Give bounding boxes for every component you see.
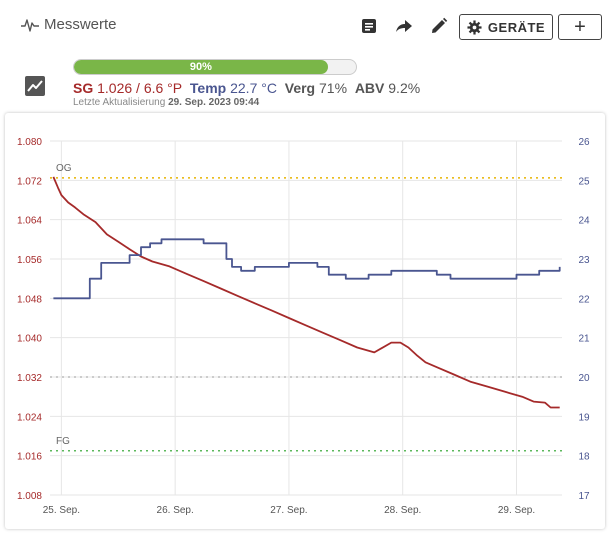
y-right-tick-label: 23: [578, 255, 590, 266]
last-update: Letzte Aktualisierung 29. Sep. 2023 09:4…: [73, 97, 259, 108]
y-right-tick-label: 21: [578, 334, 590, 345]
readings-row: SG 1.026 / 6.6 °P Temp 22.7 °C Verg 71% …: [73, 80, 420, 96]
reference-line-label: FG: [56, 436, 70, 447]
share-icon[interactable]: [395, 17, 413, 35]
progress-text: 90%: [189, 61, 212, 73]
devices-button[interactable]: GERÄTE: [459, 14, 553, 40]
plus-icon: +: [574, 16, 586, 38]
sg-label: SG: [73, 80, 94, 96]
reference-line-label: OG: [56, 163, 72, 174]
y-left-tick-label: 1.040: [17, 334, 42, 345]
x-tick-label: 25. Sep.: [43, 505, 80, 516]
x-tick-label: 26. Sep.: [157, 505, 194, 516]
y-right-tick-label: 17: [578, 491, 590, 502]
fermentation-progress-bar: 90%: [73, 59, 357, 75]
devices-label: GERÄTE: [487, 19, 546, 35]
page-title: Messwerte: [44, 16, 117, 33]
progress-fill: 90%: [74, 60, 328, 74]
abv-label: ABV: [354, 80, 385, 96]
gear-icon: [467, 19, 482, 35]
y-right-tick-label: 18: [578, 452, 590, 463]
summary-panel: 90% SG 1.026 / 6.6 °P Temp 22.7 °C Verg …: [0, 55, 612, 110]
y-left-tick-label: 1.016: [17, 452, 42, 463]
trend-chart-icon: [25, 76, 45, 96]
temp-label: Temp: [189, 80, 227, 96]
title-group: Messwerte: [20, 16, 117, 33]
app-header: Messwerte GERÄTE +: [0, 0, 612, 50]
y-right-tick-label: 24: [578, 216, 590, 227]
last-update-label: Letzte Aktualisierung: [73, 97, 166, 108]
add-button[interactable]: +: [558, 14, 602, 40]
y-right-tick-label: 22: [578, 294, 590, 305]
verg-value: 71%: [319, 80, 348, 96]
last-update-value: 29. Sep. 2023 09:44: [168, 97, 260, 108]
abv-value: 9.2%: [388, 80, 421, 96]
y-left-tick-label: 1.072: [17, 176, 42, 187]
y-left-tick-label: 1.048: [17, 294, 42, 305]
y-left-tick-label: 1.008: [17, 491, 42, 502]
temp-value: 22.7 °C: [230, 80, 277, 96]
y-right-tick-label: 26: [578, 137, 590, 148]
y-right-tick-label: 20: [578, 373, 590, 384]
series-line: [53, 238, 561, 300]
measurement-chart[interactable]: 1.080 1.072 1.064 1.056 1.048 1.040 1.032 1.024…: [5, 113, 605, 529]
y-left-tick-label: 1.064: [17, 216, 42, 227]
y-left-tick-label: 1.032: [17, 373, 42, 384]
series-line: [52, 176, 560, 409]
x-tick-label: 27. Sep.: [270, 505, 307, 516]
y-left-tick-label: 1.056: [17, 255, 42, 266]
x-tick-label: 29. Sep.: [498, 505, 535, 516]
notes-icon[interactable]: [360, 17, 378, 35]
chart-card: 1.080 1.072 1.064 1.056 1.048 1.040 1.032 1.024…: [5, 113, 605, 529]
y-right-tick-label: 19: [578, 412, 590, 423]
edit-icon[interactable]: [430, 17, 448, 35]
sg-value: 1.026 / 6.6 °P: [97, 80, 183, 96]
y-left-tick-label: 1.080: [17, 137, 42, 148]
x-tick-label: 28. Sep.: [384, 505, 421, 516]
y-left-tick-label: 1.024: [17, 412, 42, 423]
verg-label: Verg: [284, 80, 316, 96]
y-right-tick-label: 25: [578, 176, 590, 187]
pulse-icon: [21, 18, 39, 32]
